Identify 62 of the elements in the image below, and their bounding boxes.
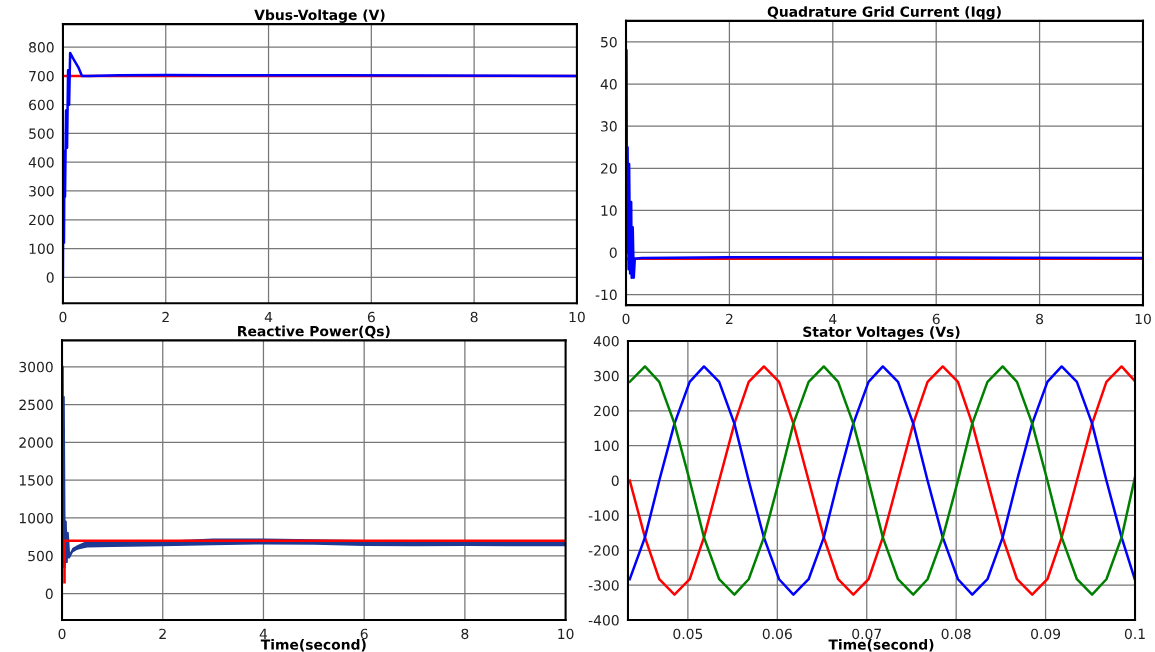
y-tick-label: 100: [29, 243, 54, 254]
x-tick-label: 4: [829, 313, 837, 325]
y-tick-label: 0: [45, 588, 53, 600]
y-tick-label: 2000: [19, 437, 53, 448]
y-tick-label: 20: [601, 163, 617, 174]
y-tick-label: 1500: [19, 475, 53, 486]
x-tick-label: 0: [59, 311, 67, 323]
y-tick-label: 400: [28, 157, 54, 168]
x-tick-label: 10: [1135, 313, 1151, 325]
y-tick-label: 3000: [19, 361, 53, 373]
y-tick-label: -200: [588, 545, 619, 556]
chart-title: Quadrature Grid Current (Iqg): [767, 6, 1001, 20]
y-tick-label: 300: [594, 370, 619, 382]
y-tick-label: 100: [594, 440, 619, 452]
y-tick-label: 800: [29, 42, 54, 53]
y-tick-label: 0: [611, 475, 619, 486]
x-axis-title: Time(second): [828, 639, 934, 652]
chart-title: Reactive Power(Qs): [238, 325, 390, 339]
y-tick-label: 2500: [19, 399, 53, 411]
y-tick-label: 300: [29, 185, 54, 197]
x-tick-label: 0.08: [941, 628, 971, 640]
x-tick-label: 0.06: [762, 628, 792, 640]
y-tick-label: 0: [609, 247, 617, 258]
x-tick-label: 6: [932, 313, 940, 325]
x-tick-label: 0: [58, 628, 66, 640]
y-tick-label: 400: [593, 335, 619, 347]
y-tick-label: 40: [600, 79, 617, 90]
x-tick-label: 8: [1036, 313, 1044, 325]
y-tick-label: -10: [595, 289, 617, 301]
x-tick-label: 4: [259, 628, 268, 639]
x-tick-label: 2: [162, 311, 169, 323]
y-tick-label: 200: [29, 214, 54, 226]
chart-title: Vbus-Voltage (V): [254, 9, 385, 23]
x-tick-label: 0.1: [1124, 628, 1145, 640]
y-tick-label: -400: [588, 615, 619, 626]
x-tick-label: 10: [558, 628, 574, 640]
y-tick-label: 0: [46, 272, 54, 283]
x-tick-label: 0.07: [852, 628, 882, 640]
y-tick-label: 700: [29, 70, 54, 82]
x-tick-label: 8: [470, 311, 478, 323]
y-tick-label: 30: [601, 121, 617, 132]
y-tick-label: 200: [594, 405, 619, 417]
x-tick-label: 6: [360, 628, 368, 640]
y-tick-label: 500: [28, 550, 53, 562]
x-tick-label: 8: [461, 628, 469, 640]
x-tick-label: 2: [726, 313, 733, 325]
x-tick-label: 0.05: [673, 628, 703, 640]
x-tick-label: 0: [622, 313, 630, 325]
y-tick-label: 10: [601, 205, 617, 216]
x-tick-label: 0.09: [1031, 628, 1061, 640]
x-tick-label: 2: [159, 628, 166, 639]
x-tick-label: 6: [367, 311, 375, 323]
y-tick-label: -300: [588, 580, 619, 591]
y-tick-label: -100: [588, 510, 619, 521]
y-tick-label: 600: [29, 99, 54, 111]
y-tick-label: 50: [601, 36, 617, 48]
x-tick-label: 4: [264, 311, 273, 323]
x-tick-label: 10: [569, 311, 585, 323]
y-tick-label: 1000: [19, 512, 53, 524]
x-axis-title: Time(second): [260, 639, 366, 652]
chart-title: Stator Voltages (Vs): [803, 326, 960, 340]
y-tick-label: 500: [29, 128, 54, 139]
